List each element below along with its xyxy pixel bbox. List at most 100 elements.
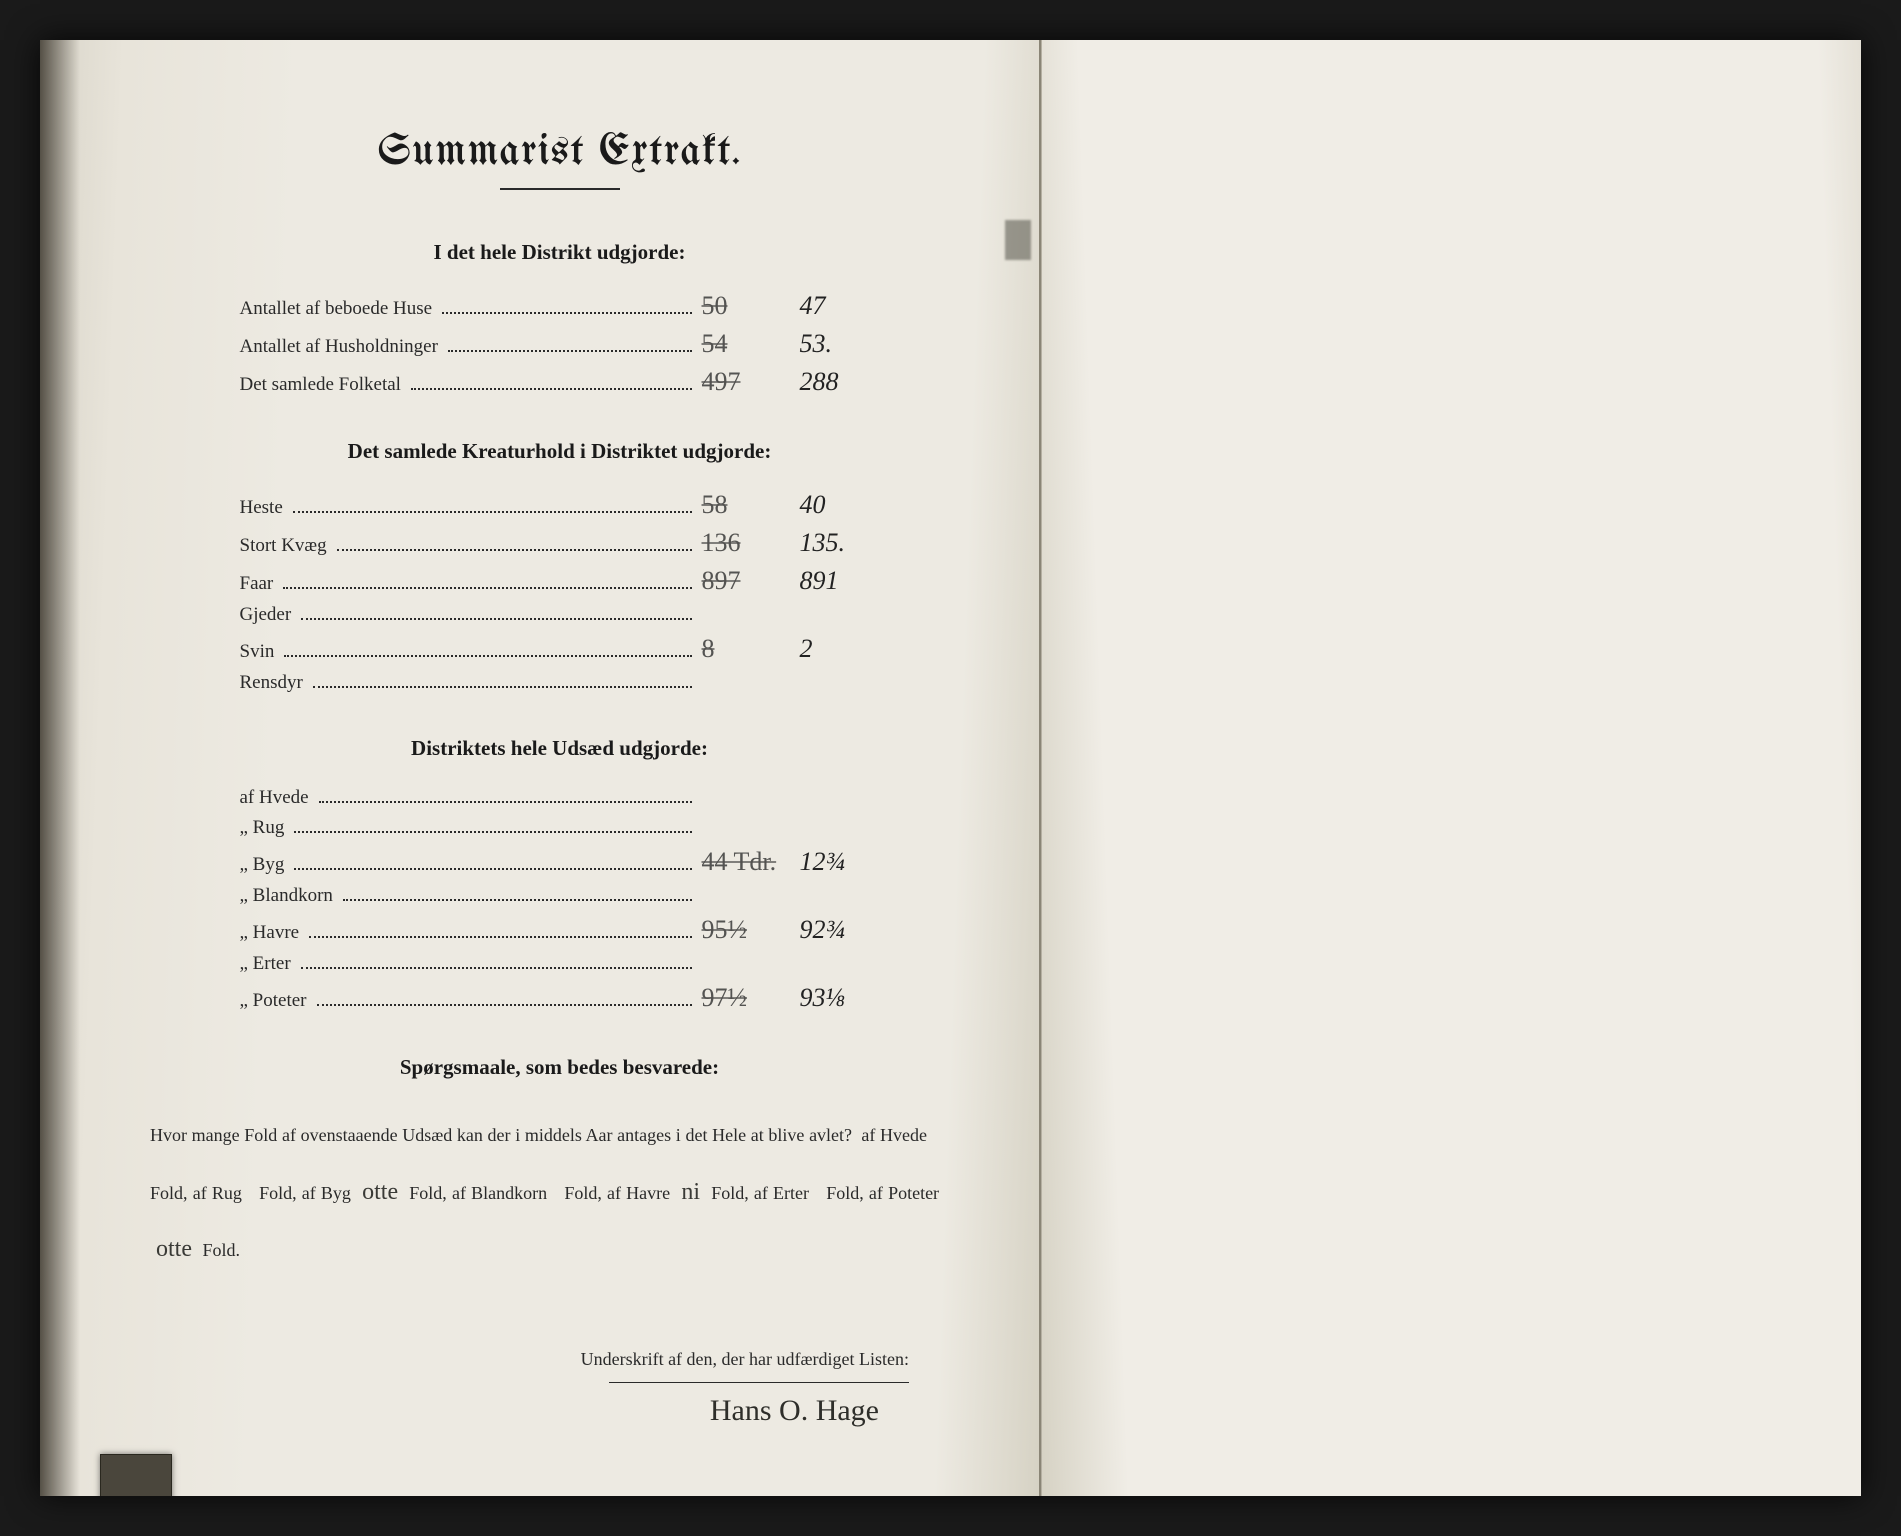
row-label: Det samlede Folketal bbox=[240, 374, 401, 396]
struck-value: 54 bbox=[702, 329, 782, 359]
q-rug-label: af Rug bbox=[193, 1183, 242, 1203]
q-poteter-label: Fold, af Poteter bbox=[826, 1183, 939, 1203]
row-label: Antallet af Husholdninger bbox=[240, 336, 438, 358]
corrected-value: 2 bbox=[800, 634, 880, 664]
struck-value: 44 Tdr. bbox=[702, 847, 782, 877]
row-label: Gjeder bbox=[240, 604, 292, 626]
q-erter-val bbox=[814, 1179, 826, 1205]
q-erter-label: Fold, af Erter bbox=[711, 1183, 809, 1203]
q-byg-val: otte bbox=[356, 1179, 404, 1205]
q-rug-val bbox=[247, 1179, 259, 1205]
corrected-value: 288 bbox=[800, 367, 880, 397]
q-hvede-val bbox=[927, 1121, 939, 1147]
section1-heading: I det hele Distrikt udgjorde: bbox=[150, 240, 969, 265]
leader-dots bbox=[317, 1004, 692, 1006]
corrected-value: 92¾ bbox=[800, 915, 880, 945]
question-lead: Hvor mange Fold af ovenstaaende Udsæd ka… bbox=[150, 1125, 852, 1145]
leader-dots bbox=[343, 899, 692, 901]
table-row: „ Poteter 97½ 93⅛ bbox=[240, 983, 880, 1013]
page-title: Summarist Extrakt. bbox=[150, 130, 969, 176]
q-poteter-val: otte bbox=[150, 1236, 198, 1262]
row-label: af Hvede bbox=[240, 787, 309, 809]
table-row: Heste 58 40 bbox=[240, 490, 880, 520]
row-label: „ Rug bbox=[240, 817, 285, 839]
leader-dots bbox=[293, 511, 692, 513]
q-bland-label: Fold, af Blandkorn bbox=[409, 1183, 547, 1203]
section3-heading: Distriktets hele Udsæd udgjorde: bbox=[150, 736, 969, 761]
q-bland-val bbox=[552, 1179, 564, 1205]
q-havre-label: Fold, af Havre bbox=[564, 1183, 670, 1203]
table-row: Det samlede Folketal 497 288 bbox=[240, 367, 880, 397]
section1-rows: Antallet af beboede Huse 50 47 Antallet … bbox=[240, 291, 880, 397]
struck-value: 95½ bbox=[702, 915, 782, 945]
section2-heading: Det samlede Kreaturhold i Distriktet udg… bbox=[150, 439, 969, 464]
table-row: Rensdyr bbox=[240, 672, 880, 694]
struck-value: 58 bbox=[702, 490, 782, 520]
table-row: Svin 8 2 bbox=[240, 634, 880, 664]
row-label: Antallet af beboede Huse bbox=[240, 298, 433, 320]
leader-dots bbox=[442, 312, 691, 314]
row-label: Faar bbox=[240, 573, 274, 595]
signature-block: Underskrift af den, der har udfærdiget L… bbox=[150, 1349, 969, 1428]
leader-dots bbox=[301, 967, 692, 969]
leader-dots bbox=[309, 936, 691, 938]
row-label: Svin bbox=[240, 641, 275, 663]
page-smudge bbox=[1005, 220, 1031, 260]
table-row: „ Havre 95½ 92¾ bbox=[240, 915, 880, 945]
signature-rule bbox=[609, 1382, 909, 1383]
struck-value: 8 bbox=[702, 634, 782, 664]
table-row: Antallet af Husholdninger 54 53. bbox=[240, 329, 880, 359]
row-label: „ Blandkorn bbox=[240, 885, 333, 907]
q-havre-val: ni bbox=[675, 1179, 706, 1205]
signature-name: Hans O. Hage bbox=[150, 1394, 909, 1428]
row-label: „ Havre bbox=[240, 922, 300, 944]
row-label: „ Byg bbox=[240, 854, 285, 876]
table-row: „ Erter bbox=[240, 953, 880, 975]
table-row: „ Byg 44 Tdr. 12¾ bbox=[240, 847, 880, 877]
document-viewer: Summarist Extrakt. I det hele Distrikt u… bbox=[0, 0, 1901, 1536]
leader-dots bbox=[294, 831, 691, 833]
table-row: „ Blandkorn bbox=[240, 885, 880, 907]
title-rule bbox=[500, 188, 620, 190]
q-hvede-label: af Hvede bbox=[861, 1125, 927, 1145]
row-label: „ Poteter bbox=[240, 990, 307, 1012]
table-row: Faar 897 891 bbox=[240, 566, 880, 596]
leader-dots bbox=[411, 388, 692, 390]
table-row: Stort Kvæg 136 135. bbox=[240, 528, 880, 558]
leader-dots bbox=[313, 686, 692, 688]
struck-value: 497 bbox=[702, 367, 782, 397]
corrected-value: 135. bbox=[800, 528, 880, 558]
struck-value: 897 bbox=[702, 566, 782, 596]
corrected-value: 12¾ bbox=[800, 847, 880, 877]
leader-dots bbox=[448, 350, 692, 352]
struck-value: 50 bbox=[702, 291, 782, 321]
corrected-value: 47 bbox=[800, 291, 880, 321]
row-label: Rensdyr bbox=[240, 672, 303, 694]
leader-dots bbox=[319, 801, 692, 803]
section2-rows: Heste 58 40 Stort Kvæg 136 135. Faar 897… bbox=[240, 490, 880, 694]
struck-value: 97½ bbox=[702, 983, 782, 1013]
leader-dots bbox=[284, 655, 691, 657]
row-label: Heste bbox=[240, 497, 283, 519]
row-label: „ Erter bbox=[240, 953, 291, 975]
right-page-blank bbox=[1041, 40, 1861, 1496]
corrected-value: 93⅛ bbox=[800, 983, 880, 1013]
questions-heading: Spørgsmaale, som bedes besvarede: bbox=[150, 1055, 969, 1080]
signature-caption: Underskrift af den, der har udfærdiget L… bbox=[150, 1349, 909, 1370]
left-page: Summarist Extrakt. I det hele Distrikt u… bbox=[40, 40, 1041, 1496]
q-tail: Fold. bbox=[203, 1240, 241, 1260]
table-row: af Hvede bbox=[240, 787, 880, 809]
corrected-value: 53. bbox=[800, 329, 880, 359]
table-row: Antallet af beboede Huse 50 47 bbox=[240, 291, 880, 321]
questions-paragraph: Hvor mange Fold af ovenstaaende Udsæd ka… bbox=[150, 1106, 939, 1279]
leader-dots bbox=[283, 587, 691, 589]
film-clip-icon bbox=[100, 1454, 172, 1496]
leader-dots bbox=[301, 618, 691, 620]
corrected-value: 891 bbox=[800, 566, 880, 596]
book-spread: Summarist Extrakt. I det hele Distrikt u… bbox=[40, 40, 1861, 1496]
section3-rows: af Hvede „ Rug „ Byg 44 Tdr. 12¾ bbox=[240, 787, 880, 1013]
leader-dots bbox=[337, 549, 692, 551]
q-byg-label: Fold, af Byg bbox=[259, 1183, 351, 1203]
struck-value: 136 bbox=[702, 528, 782, 558]
table-row: „ Rug bbox=[240, 817, 880, 839]
